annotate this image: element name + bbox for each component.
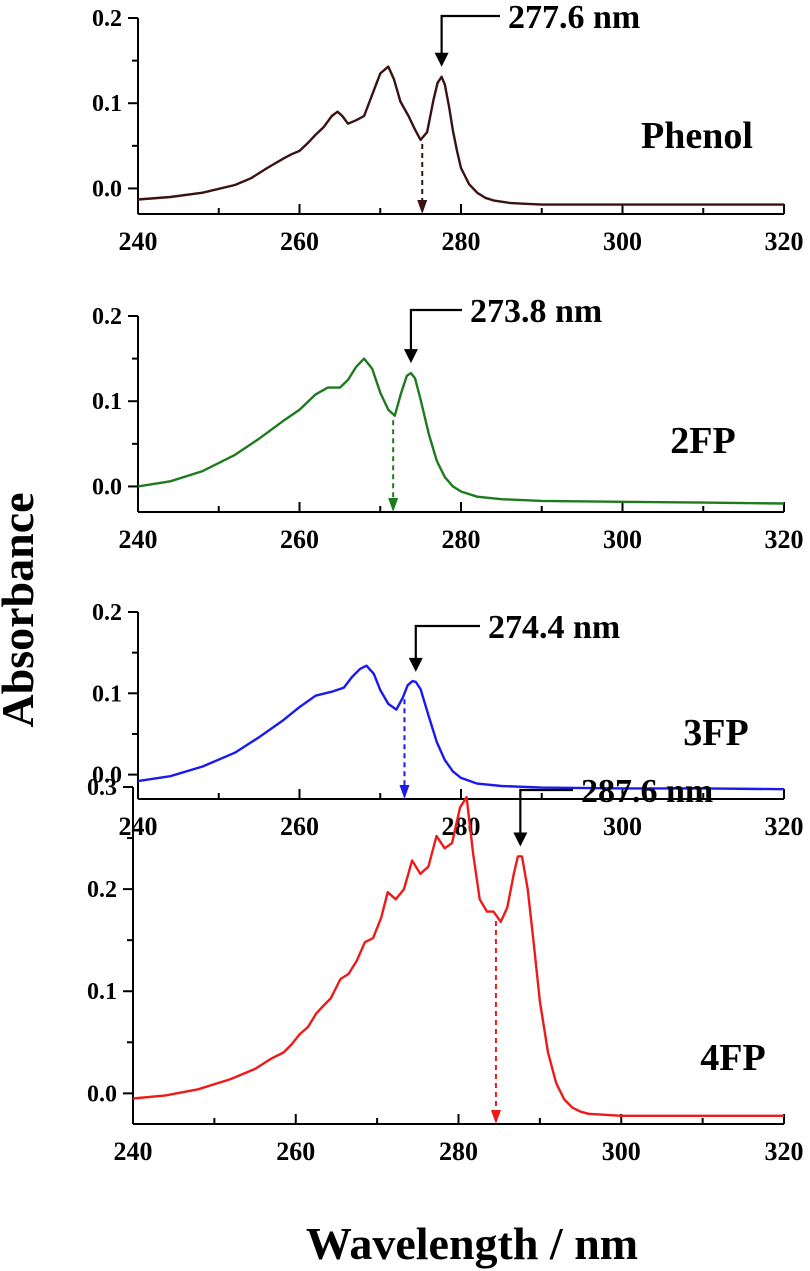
panel-phenol: 240 260 280 300 320 0.0 0.1 0.2 277.6 nm Phenol [92, 0, 804, 256]
x-tick-label: 320 [765, 227, 804, 256]
x-tick-label: 280 [442, 812, 481, 841]
dashed-marker-arrowhead [388, 498, 399, 512]
peak-callout-leader [409, 308, 462, 352]
peak-callout-arrowhead [434, 52, 449, 67]
peak-callout-arrowhead [408, 657, 423, 672]
panel-label: 4FP [700, 1037, 765, 1079]
panel-label: 3FP [683, 712, 748, 754]
y-tick-label: 0.1 [87, 979, 117, 1005]
peak-callout-arrowhead [513, 832, 528, 847]
dashed-marker-arrowhead [417, 200, 428, 214]
peak-callout-arrowhead [403, 349, 418, 364]
peak-annotation-label: 274.4 nm [488, 609, 620, 646]
x-tick-label: 300 [603, 812, 642, 841]
y-tick-label: 0.0 [92, 176, 122, 202]
series-line-2fp [137, 357, 785, 505]
x-tick-label: 260 [276, 1137, 315, 1166]
y-tick-label: 0.0 [87, 1081, 117, 1107]
x-tick-label: 240 [119, 227, 158, 256]
y-tick-label: 0.1 [92, 91, 122, 117]
y-tick-label: 0.0 [92, 474, 122, 500]
peak-annotation-label: 277.6 nm [508, 0, 640, 36]
peak-annotation-label: 273.8 nm [470, 293, 602, 330]
panel-label: Phenol [641, 115, 753, 157]
panel-3fp: 240 260 280 300 320 0.0 0.1 0.2 274.4 nm 3FP [92, 600, 804, 841]
x-tick-label: 300 [603, 227, 642, 256]
peak-annotation-label: 287.6 nm [581, 773, 713, 810]
y-tick-label: 0.0 [92, 763, 122, 789]
y-tick-label: 0.1 [92, 389, 122, 415]
y-tick-label: 0.2 [92, 600, 122, 626]
y-tick-label: 0.2 [92, 304, 122, 330]
y-tick-label: 0.3 [87, 775, 117, 801]
x-tick-label: 280 [442, 525, 481, 554]
series-line-phenol [137, 65, 784, 206]
x-tick-label: 300 [602, 1137, 641, 1166]
x-tick-label: 280 [442, 227, 481, 256]
peak-callout-leader [519, 788, 573, 835]
x-tick-label: 240 [119, 812, 158, 841]
x-tick-label: 300 [603, 525, 642, 554]
y-tick-label: 0.2 [87, 877, 117, 903]
x-tick-label: 260 [280, 812, 319, 841]
series-line-4fp [132, 796, 784, 1117]
panel-label: 2FP [670, 420, 735, 462]
peak-callout-leader [440, 14, 500, 55]
peak-callout-leader [414, 624, 480, 660]
x-tick-label: 240 [119, 525, 158, 554]
x-tick-label: 260 [280, 227, 319, 256]
x-tick-label: 320 [765, 812, 804, 841]
y-axis-title: Absorbance [0, 492, 43, 727]
x-axis-title: Wavelength / nm [306, 1218, 638, 1269]
x-tick-label: 320 [765, 525, 804, 554]
x-tick-label: 280 [439, 1137, 478, 1166]
panel-4fp: 240 260 280 300 320 0.0 0.1 0.2 0.3 287.6 nm 4FP [87, 773, 804, 1166]
y-tick-label: 0.1 [92, 681, 122, 707]
panel-2fp: 240 260 280 300 320 0.0 0.1 0.2 273.8 nm 2FP [92, 293, 804, 554]
dashed-marker-arrowhead [399, 785, 410, 799]
dashed-marker-arrowhead [490, 1110, 501, 1124]
x-tick-label: 320 [765, 1137, 804, 1166]
y-tick-label: 0.2 [92, 6, 122, 32]
x-tick-label: 240 [114, 1137, 153, 1166]
series-line-3fp [137, 664, 785, 791]
x-tick-label: 260 [280, 525, 319, 554]
